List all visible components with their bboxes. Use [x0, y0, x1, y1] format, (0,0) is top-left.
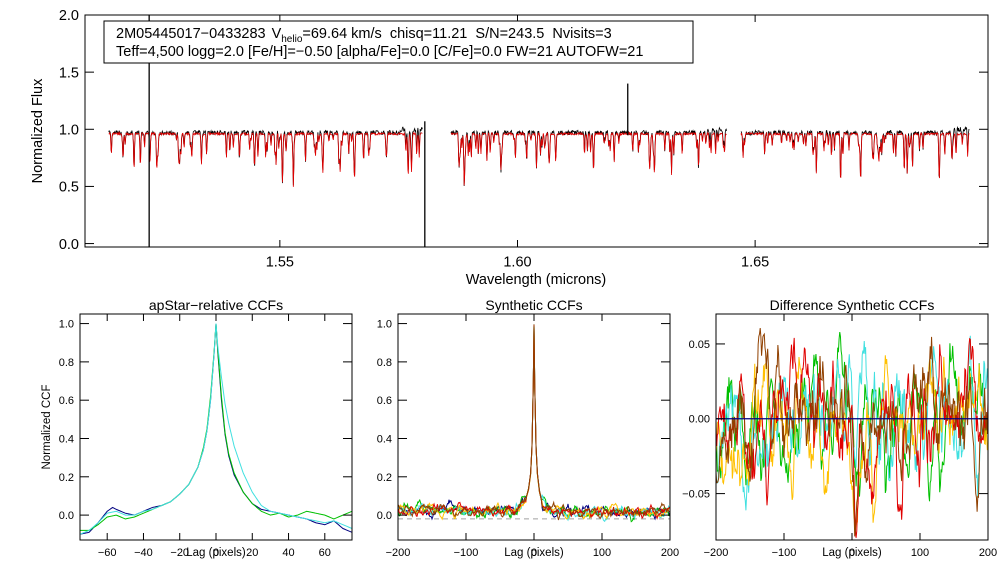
spectrum-header-line1: 2M05445017−0433283 Vhelio=69.64 km/s chis… [116, 26, 612, 45]
spectrum-series-model-segment-2 [450, 131, 727, 186]
synthetic-ccf-y-tick-label: 1.0 [377, 319, 392, 331]
apstar-ccf-ticks: −60 −40 −20 0 20 40 60 0.0 0.2 0.4 0.6 0.8 1.0 [59, 314, 352, 559]
synthetic-ccf-ticks: −200 −100 0 100 200 0.0 0.2 0.4 0.6 0.8 1.0 [377, 314, 679, 559]
apstar-ccf-series-1 [79, 323, 353, 535]
apstar-ccf-y-tick-label: 0.0 [59, 510, 74, 522]
spectrum-header-box [103, 20, 694, 64]
diff-ccf-plot-area [716, 327, 988, 538]
apstar-ccf-x-tick-label: 0 [213, 547, 219, 559]
synthetic-ccf-x-tick-label: −200 [386, 547, 411, 559]
synthetic-ccf-y-tick-label: 0.0 [377, 510, 392, 522]
apstar-ccf-y-axis-label: Normalized CCF [41, 385, 53, 470]
synthetic-ccf-x-tick-label: −100 [454, 547, 479, 559]
apstar-ccf-x-tick-label: 40 [282, 547, 294, 559]
diff-ccf-x-axis-label: Lag (pixels) [822, 547, 882, 559]
spectrum-x-tick-label: 1.55 [266, 255, 294, 271]
apstar-ccf-y-tick-label: 1.0 [59, 319, 74, 331]
spectrum-panel: 1.55 1.60 1.65 0.0 0.5 1.0 1.5 2.0 2M05445017−0… [30, 8, 989, 288]
diff-ccf-x-tick-label: −200 [704, 547, 729, 559]
apstar-ccf-plot-area [79, 323, 353, 535]
diff-ccf-ticks: −200 −100 0 100 200 −0.05 0.00 0.05 [682, 314, 997, 559]
diff-ccf-x-tick-label: 100 [911, 547, 929, 559]
header-vhelio-subscript: helio [281, 34, 303, 45]
diff-ccf-y-tick-label: −0.05 [682, 489, 710, 501]
synthetic-ccf-plot-area [397, 324, 671, 523]
spectrum-y-tick-label: 1.0 [59, 123, 79, 139]
synthetic-ccf-x-axis-label: Lag (pixels) [504, 547, 564, 559]
spectrum-x-tick-label: 1.60 [503, 255, 531, 271]
spectrum-ticks: 1.55 1.60 1.65 0.0 0.5 1.0 1.5 2.0 [59, 8, 988, 271]
header-vhelio-symbol: V [272, 26, 282, 42]
diff-ccf-x-tick-label: 200 [979, 547, 997, 559]
apstar-ccf-x-tick-label: −40 [134, 547, 153, 559]
apstar-ccf-x-tick-label: −60 [98, 547, 117, 559]
apstar-ccf-y-tick-label: 0.2 [59, 472, 74, 484]
synthetic-ccf-title: Synthetic CCFs [485, 297, 582, 313]
spectrum-y-tick-label: 1.5 [59, 65, 79, 81]
spectrum-series-model-segment-3 [740, 131, 970, 179]
synthetic-ccf-x-tick-label: 200 [661, 547, 679, 559]
diff-ccf-series-2 [716, 335, 988, 511]
spectrum-y-axis-label: Normalized Flux [30, 78, 46, 183]
synthetic-ccf-y-tick-label: 0.2 [377, 472, 392, 484]
apstar-ccf-x-tick-label: −20 [170, 547, 189, 559]
apstar-ccf-series-2 [80, 323, 353, 531]
synthetic-ccf-series-6 [397, 325, 671, 521]
diff-ccf-panel: −200 −100 0 100 200 −0.05 0.00 0.05 Difference … [682, 297, 997, 559]
apstar-ccf-axes-frame [79, 313, 353, 541]
spectrum-axes-frame [84, 14, 989, 248]
synthetic-ccf-panel: −200 −100 0 100 200 0.0 0.2 0.4 0.6 0.8 1.0 Synthe… [377, 297, 679, 559]
apstar-ccf-title: apStar−relative CCFs [149, 297, 283, 313]
diff-ccf-x-tick-label: −100 [772, 547, 797, 559]
apstar-ccf-x-axis-label: Lag (pixels) [186, 547, 246, 559]
apstar-ccf-y-tick-label: 0.8 [59, 357, 74, 369]
synthetic-ccf-y-tick-label: 0.4 [377, 433, 392, 445]
synthetic-ccf-x-tick-label: 0 [531, 547, 537, 559]
spectrum-y-tick-label: 0.5 [59, 180, 79, 196]
diff-ccf-x-tick-label: 0 [849, 547, 855, 559]
apstar-ccf-x-tick-label: 60 [319, 547, 331, 559]
header-fit-stats: =69.64 km/s chisq=11.21 S/N=243.5 Nvisit… [302, 26, 611, 42]
diff-ccf-y-tick-label: 0.05 [689, 339, 710, 351]
apstar-ccf-series-3 [79, 323, 353, 535]
header-star-id: 2M05445017−0433283 [116, 26, 266, 42]
spectrum-series-observed-segment-2 [450, 126, 727, 187]
apstar-ccf-panel: −60 −40 −20 0 20 40 60 0.0 0.2 0.4 0.6 0.8 1.0 apSta… [41, 297, 353, 559]
spectrum-x-axis-label: Wavelength (microns) [466, 272, 606, 288]
diff-ccf-y-tick-label: 0.00 [689, 414, 710, 426]
apstar-ccf-x-tick-label: 20 [246, 547, 258, 559]
spectrum-y-tick-label: 2.0 [59, 8, 79, 24]
diff-ccf-title: Difference Synthetic CCFs [770, 297, 935, 313]
synthetic-ccf-y-tick-label: 0.6 [377, 395, 392, 407]
synthetic-ccf-y-tick-label: 0.8 [377, 357, 392, 369]
spectrum-header-line2: Teff=4,500 logg=2.0 [Fe/H]=−0.50 [alpha/… [116, 44, 643, 60]
spectrum-y-tick-label: 0.0 [59, 237, 79, 253]
spectrum-x-tick-label: 1.65 [741, 255, 769, 271]
apstar-ccf-y-tick-label: 0.6 [59, 395, 74, 407]
spectrum-series-model-segment-1 [108, 131, 423, 187]
apstar-ccf-y-tick-label: 0.4 [59, 433, 74, 445]
synthetic-ccf-x-tick-label: 100 [593, 547, 611, 559]
diff-ccf-series-5 [716, 327, 988, 537]
